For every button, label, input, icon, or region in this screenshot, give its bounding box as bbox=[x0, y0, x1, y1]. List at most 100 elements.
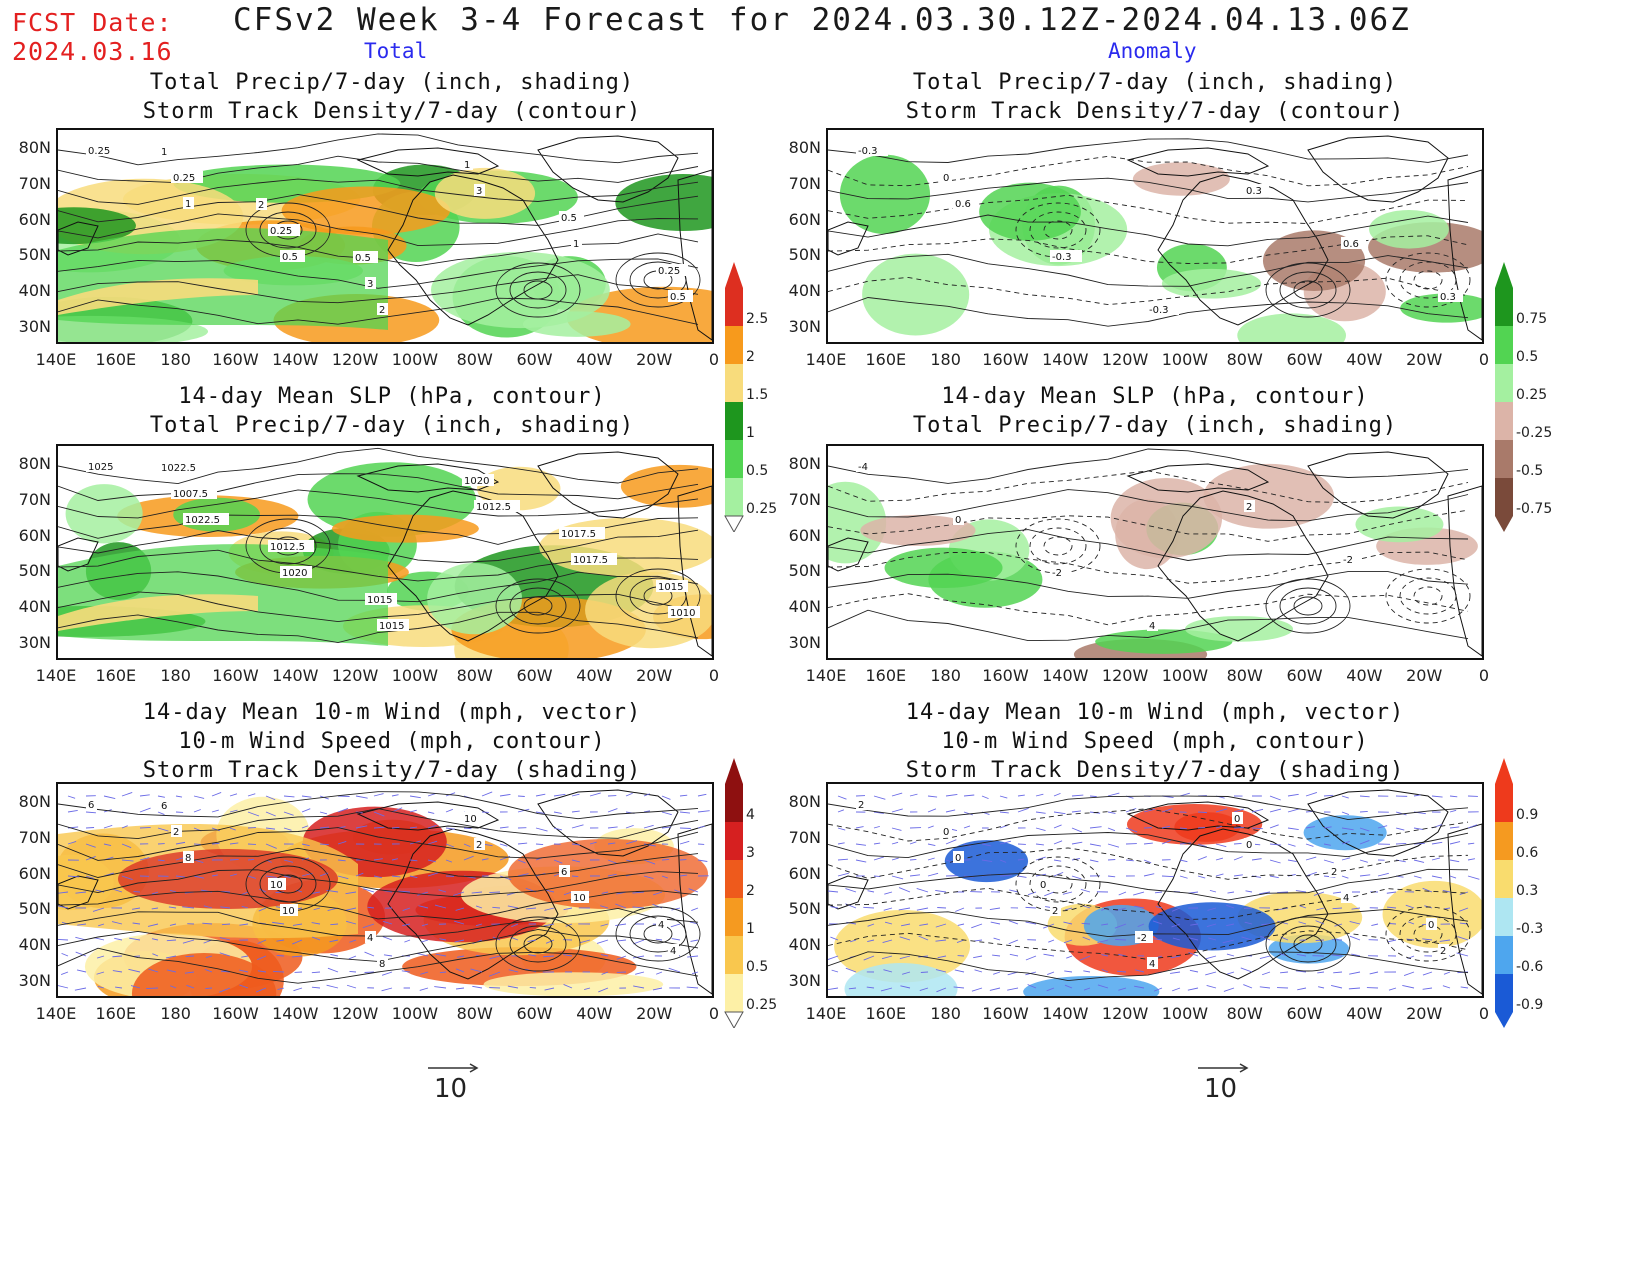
wind-vector bbox=[257, 970, 267, 973]
wind-vector bbox=[265, 811, 276, 817]
wind-vector bbox=[845, 888, 857, 893]
contour-line bbox=[259, 211, 317, 249]
latitude-label: 60N bbox=[788, 209, 821, 229]
colorbar-segment bbox=[1495, 822, 1513, 860]
wind-vector bbox=[355, 825, 368, 829]
wind-vector bbox=[157, 859, 165, 862]
wind-vector bbox=[1215, 825, 1222, 829]
wind-vector bbox=[517, 842, 528, 845]
contour-label-bg bbox=[268, 878, 286, 890]
wind-vector bbox=[527, 939, 537, 942]
contour-label: 1015 bbox=[658, 582, 683, 593]
shading-area bbox=[1303, 815, 1387, 851]
wind-vector bbox=[1047, 971, 1055, 976]
wind-vector bbox=[1332, 907, 1343, 910]
wind-vector bbox=[1107, 811, 1116, 814]
colorbar-label: 0.75 bbox=[1516, 310, 1548, 327]
wind-vector bbox=[229, 858, 239, 861]
wind-vector bbox=[1008, 920, 1019, 925]
contour-line bbox=[1293, 596, 1323, 616]
wind-vector bbox=[687, 955, 699, 958]
wind-vector bbox=[690, 939, 699, 942]
wind-vector bbox=[439, 971, 447, 974]
wind-vector bbox=[1467, 842, 1475, 845]
wind-vector bbox=[121, 825, 128, 829]
contour-line bbox=[58, 529, 699, 563]
wind-vector bbox=[655, 938, 663, 941]
contour-label-bg bbox=[462, 158, 473, 170]
wind-vector bbox=[1101, 923, 1109, 926]
arrow-right-icon bbox=[428, 1063, 479, 1073]
wind-vector bbox=[373, 811, 385, 817]
longitude-label: 180 bbox=[160, 666, 191, 685]
longitude-label: 180 bbox=[930, 666, 961, 685]
wind-vector bbox=[1277, 891, 1289, 894]
wind-vector bbox=[1197, 856, 1207, 861]
wind-vector bbox=[373, 793, 384, 797]
longitude-label: 100W bbox=[1161, 1004, 1209, 1023]
wind-vector bbox=[661, 811, 672, 816]
contour-line bbox=[828, 138, 1469, 163]
longitude-label: 100W bbox=[391, 1004, 439, 1023]
wind-vector bbox=[697, 810, 710, 813]
coastline bbox=[1126, 801, 1270, 831]
wind-vector bbox=[909, 841, 917, 845]
contour-line bbox=[828, 489, 1469, 522]
contour-line bbox=[615, 906, 701, 962]
wind-vector bbox=[265, 843, 277, 849]
wind-vector bbox=[553, 793, 566, 797]
wind-vector bbox=[963, 825, 971, 829]
wind-vector bbox=[697, 793, 707, 797]
panel-title-line: 10-m Wind Speed (mph, contour) bbox=[178, 729, 606, 754]
wind-vector bbox=[265, 795, 276, 801]
wind-vector bbox=[326, 984, 339, 989]
wind-vector bbox=[688, 888, 699, 893]
longitude-label: 20W bbox=[1406, 350, 1443, 369]
wind-vector bbox=[488, 971, 501, 977]
wind-vector bbox=[219, 952, 231, 957]
colorbar-segment bbox=[1495, 860, 1513, 898]
wind-vector bbox=[193, 795, 205, 799]
wind-vector bbox=[919, 923, 929, 926]
longitude-label: 60W bbox=[516, 666, 553, 685]
wind-vector bbox=[427, 840, 438, 845]
column-label-anomaly: Anomaly bbox=[1108, 39, 1197, 63]
wind-vector bbox=[337, 808, 349, 813]
wind-vector bbox=[256, 955, 267, 961]
wind-vector bbox=[1395, 827, 1405, 831]
wind-vector bbox=[1269, 875, 1279, 879]
contour-line bbox=[1293, 280, 1323, 300]
wind-vector bbox=[535, 793, 546, 797]
wind-vector bbox=[1143, 859, 1152, 864]
contour-line bbox=[1279, 271, 1337, 309]
colorbar-label: 4 bbox=[746, 806, 755, 823]
longitude-label: 100W bbox=[1161, 350, 1209, 369]
contour-label-bg bbox=[377, 303, 388, 315]
colorbar-segment bbox=[725, 402, 743, 440]
contour-label: 2 bbox=[858, 800, 864, 811]
wind-vector bbox=[1318, 986, 1325, 989]
wind-vector bbox=[1259, 986, 1271, 989]
wind-vector bbox=[445, 843, 455, 848]
contour-label-bg bbox=[377, 957, 388, 969]
wind-vector bbox=[652, 987, 663, 991]
wind-vector bbox=[528, 954, 537, 957]
wind-vector bbox=[1053, 811, 1066, 815]
shading-area bbox=[58, 278, 258, 315]
wind-vector bbox=[849, 939, 857, 943]
wind-vector bbox=[311, 922, 321, 925]
wind-vector bbox=[1017, 858, 1025, 861]
contour-label-bg bbox=[668, 944, 679, 956]
wind-vector bbox=[337, 875, 349, 880]
wind-vector bbox=[643, 859, 656, 865]
longitude-label: 60W bbox=[516, 350, 553, 369]
wind-vector bbox=[990, 921, 1001, 925]
wind-vector bbox=[957, 923, 965, 926]
map-canvas: -0.3 0.6 -0.3 -0.3 0.3 0.6 0.3 0 bbox=[828, 135, 1482, 342]
wind-vector bbox=[132, 907, 141, 910]
shading-area bbox=[1023, 975, 1160, 996]
wind-vector bbox=[455, 907, 465, 911]
wind-vector bbox=[419, 987, 429, 991]
wind-vector bbox=[97, 986, 105, 989]
wind-vector bbox=[1209, 889, 1217, 893]
